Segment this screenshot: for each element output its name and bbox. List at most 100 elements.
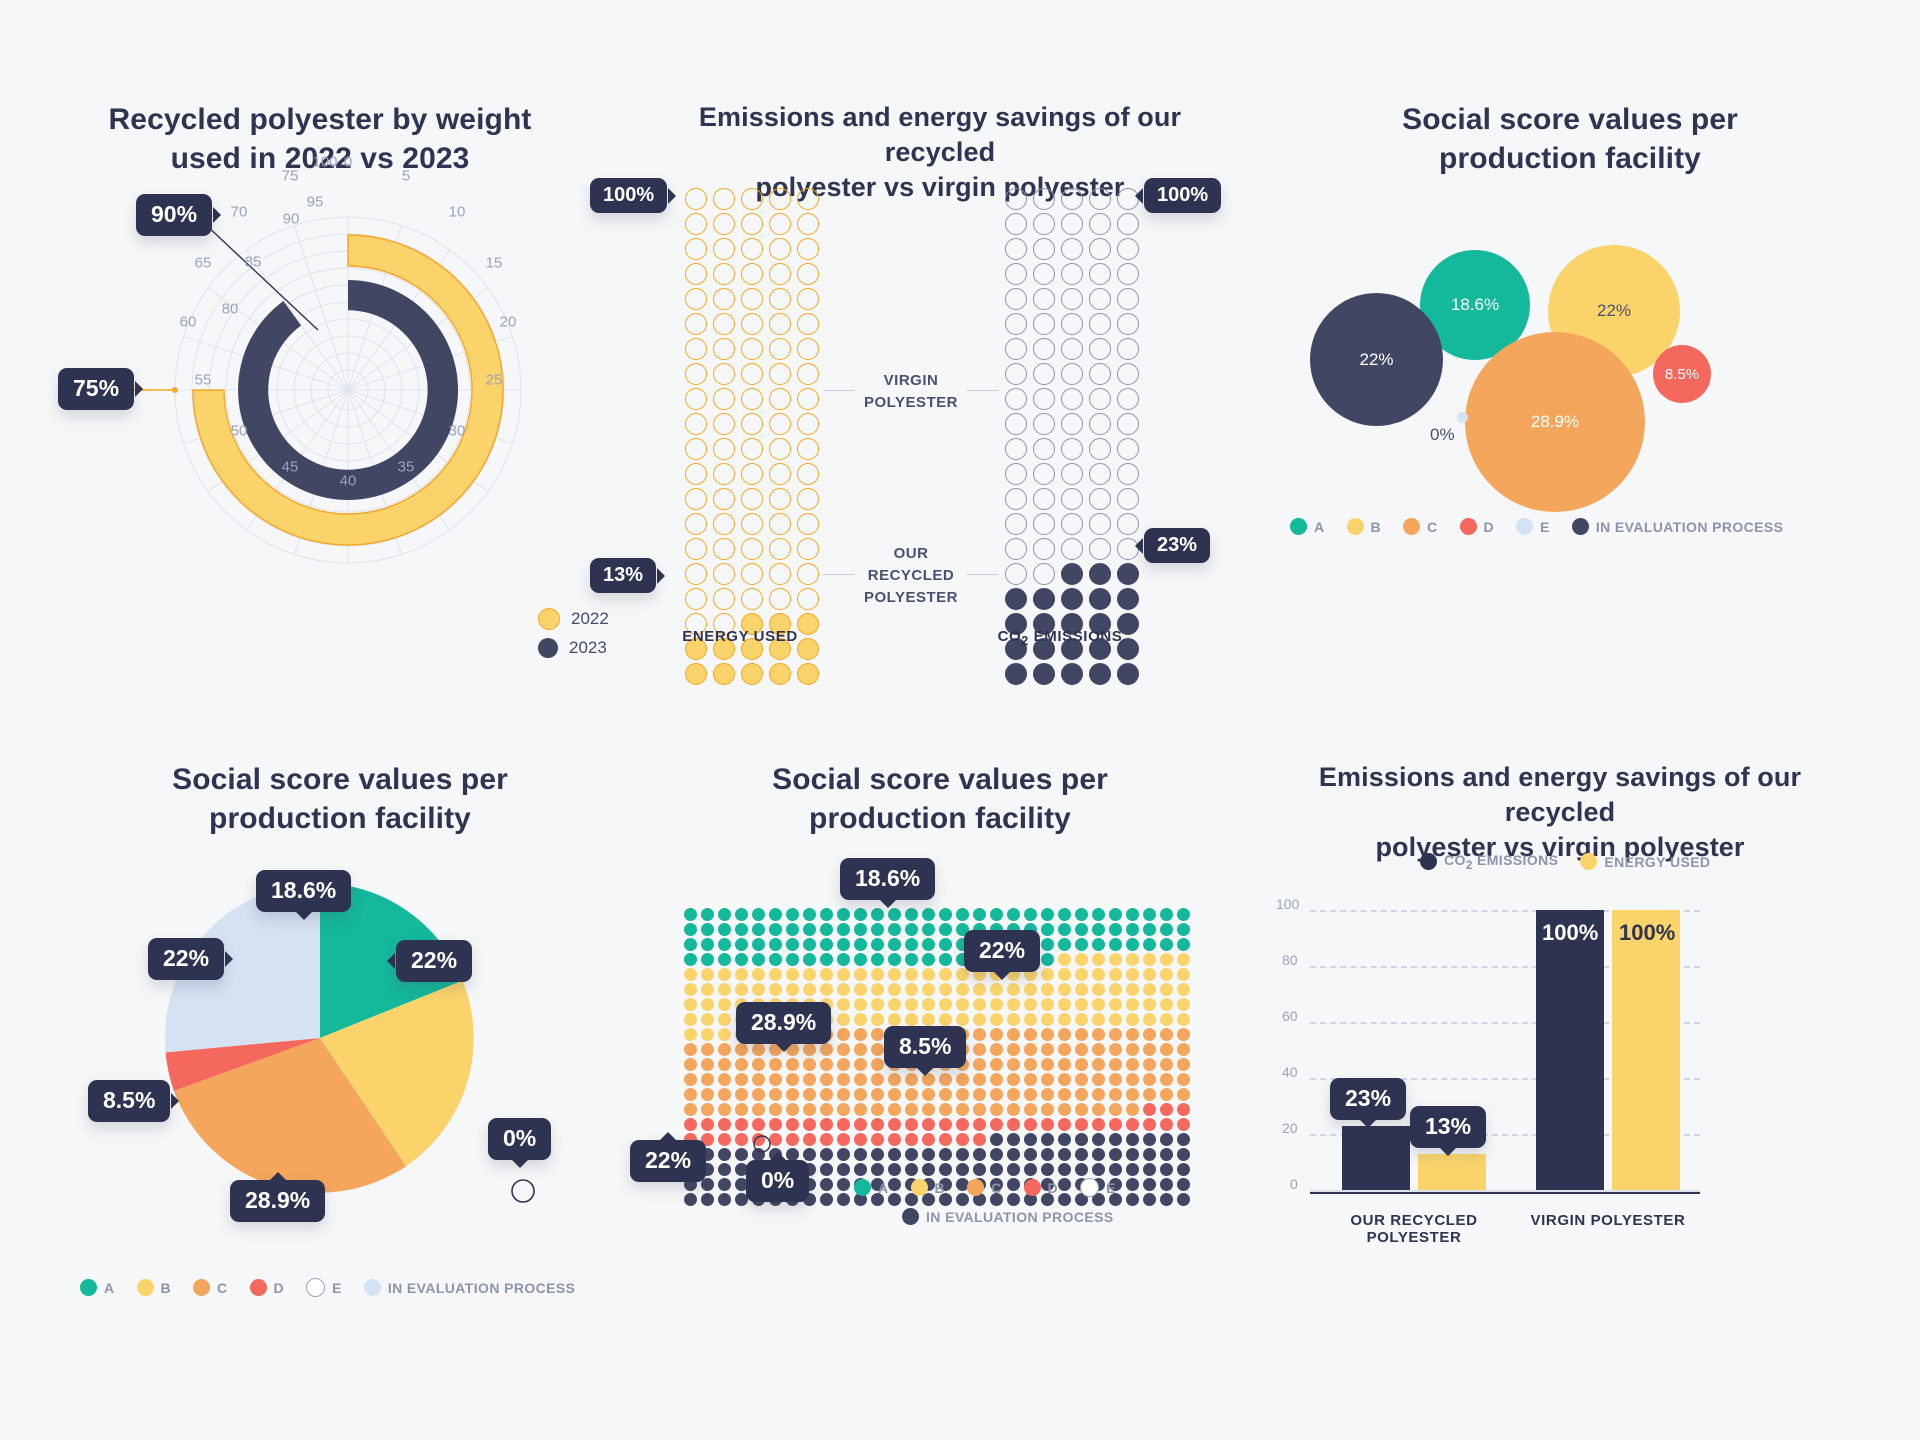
legend-swatch-bubble-E	[1516, 518, 1534, 535]
legend-item-grid-A[interactable]: A	[854, 1179, 889, 1196]
legend-item-2022[interactable]: 2022	[538, 608, 609, 630]
dot-cell	[1117, 563, 1139, 585]
dot-cell	[1061, 363, 1083, 385]
grid-cell	[769, 1088, 782, 1101]
bar-virgin-co2[interactable]	[1536, 910, 1604, 1190]
grid-cell	[769, 983, 782, 996]
grid-cell	[1143, 1088, 1156, 1101]
grid-cell	[837, 1133, 850, 1146]
grid-cell	[871, 938, 884, 951]
bar-recycled-energy[interactable]	[1418, 1153, 1486, 1190]
legend-item-pie-C[interactable]: C	[193, 1279, 228, 1296]
legend-item-grid-evaluation[interactable]: IN EVALUATION PROCESS	[902, 1208, 1114, 1225]
grid-cell	[803, 1133, 816, 1146]
dot-cell	[797, 413, 819, 435]
legend-swatch-grid-C	[967, 1179, 985, 1196]
grid-cell	[1041, 1193, 1054, 1206]
dot-cell	[797, 463, 819, 485]
grid-cell	[973, 1193, 986, 1206]
legend-item-pie-B[interactable]: B	[136, 1279, 172, 1296]
bubble-C[interactable]: 28.9%	[1465, 332, 1645, 512]
legend-item-energy[interactable]: ENERGY USED	[1580, 853, 1710, 871]
legend-item-bubble-E[interactable]: E	[1516, 518, 1550, 535]
legend-item-bubble-C[interactable]: C	[1403, 518, 1438, 535]
grid-cell	[1058, 953, 1071, 966]
grid-cell	[956, 1088, 969, 1101]
grid-cell	[939, 1073, 952, 1086]
dot-cell	[1005, 313, 1027, 335]
legend-item-grid-C[interactable]: C	[967, 1179, 1002, 1196]
grid-cell	[718, 1058, 731, 1071]
legend-item-bubble-evaluation[interactable]: IN EVALUATION PROCESS	[1571, 518, 1784, 535]
dot-cell	[1089, 413, 1111, 435]
bubble-D[interactable]: 8.5%	[1653, 345, 1711, 403]
grid-cell	[1143, 983, 1156, 996]
grid-cell	[1041, 983, 1054, 996]
pie-slice-evaluation[interactable]	[164, 882, 320, 1053]
dot-cell	[1117, 413, 1139, 435]
dot-cell	[1061, 538, 1083, 560]
grid-cell	[1075, 1118, 1088, 1131]
bubble-E[interactable]	[1457, 412, 1468, 423]
pie-slice-B[interactable]	[320, 980, 474, 1167]
callout-bar-23: 23%	[1330, 1078, 1407, 1128]
grid-cell	[1092, 938, 1105, 951]
legend-item-pie-E[interactable]: E	[306, 1278, 342, 1297]
grid-cell	[1143, 938, 1156, 951]
legend-item-grid-D[interactable]: D	[1023, 1179, 1059, 1196]
grid-cell	[1143, 908, 1156, 921]
bubble-label-B: 22%	[1596, 301, 1632, 320]
grid-cell	[888, 1088, 901, 1101]
dot-cell	[1117, 588, 1139, 610]
pie-slice-C[interactable]	[173, 1038, 407, 1193]
grid-cell	[1075, 968, 1088, 981]
legend-item-2023[interactable]: 2023	[538, 638, 609, 658]
ytick-60: 60	[1282, 1008, 1298, 1024]
grid-cell	[956, 983, 969, 996]
grid-cell	[837, 1163, 850, 1176]
legend-item-pie-A[interactable]: A	[80, 1279, 115, 1296]
grid-cell	[1058, 1088, 1071, 1101]
bubble-evaluation[interactable]: 22%	[1310, 293, 1443, 426]
dot-cell	[685, 513, 707, 535]
grid-cell	[854, 1058, 867, 1071]
grid-cell	[718, 1028, 731, 1041]
legend-label-bubble-evaluation: IN EVALUATION PROCESS	[1595, 518, 1784, 535]
dot-cell	[685, 338, 707, 360]
legend-item-grid-E[interactable]: E	[1080, 1178, 1116, 1197]
legend-swatch-pie-E	[306, 1278, 326, 1297]
grid-cell	[820, 1133, 833, 1146]
grid-cell	[1092, 1013, 1105, 1026]
dot-cell	[741, 213, 763, 235]
dot-cell	[741, 613, 763, 635]
radial-tick-95: 95	[306, 193, 324, 211]
legend-item-grid-B[interactable]: B	[910, 1179, 946, 1196]
legend-item-bubble-A[interactable]: A	[1290, 518, 1325, 535]
grid-cell	[1126, 908, 1139, 921]
bar-recycled-co2[interactable]	[1342, 1125, 1410, 1190]
grid-cell	[888, 1118, 901, 1131]
legend-item-pie-evaluation[interactable]: IN EVALUATION PROCESS	[363, 1279, 576, 1296]
grid-cell	[1126, 1133, 1139, 1146]
pie-slice-D[interactable]	[165, 1038, 320, 1091]
grid-cell	[1041, 1028, 1054, 1041]
panel-dotgrid-title-line2: production facility	[809, 802, 1071, 835]
legend-item-co2[interactable]: CO2 EMISSIONS	[1420, 852, 1558, 872]
legend-swatch-grid-D	[1023, 1179, 1041, 1196]
dot-cell	[1033, 238, 1055, 260]
dot-cell	[1061, 488, 1083, 510]
grid-cell	[922, 1088, 935, 1101]
legend-item-bubble-D[interactable]: D	[1459, 518, 1495, 535]
bar-virgin-energy[interactable]	[1612, 910, 1680, 1190]
grid-cell	[1041, 1148, 1054, 1161]
legend-item-bubble-B[interactable]: B	[1346, 518, 1382, 535]
grid-cell	[888, 938, 901, 951]
grid-cell	[684, 983, 697, 996]
dot-cell	[1005, 213, 1027, 235]
grid-cell	[905, 953, 918, 966]
grid-cell	[1007, 1163, 1020, 1176]
grid-cell	[1109, 923, 1122, 936]
legend-item-pie-D[interactable]: D	[249, 1279, 285, 1296]
panel-bubbles-title-line2: production facility	[1439, 142, 1701, 175]
grid-cell	[990, 1133, 1003, 1146]
